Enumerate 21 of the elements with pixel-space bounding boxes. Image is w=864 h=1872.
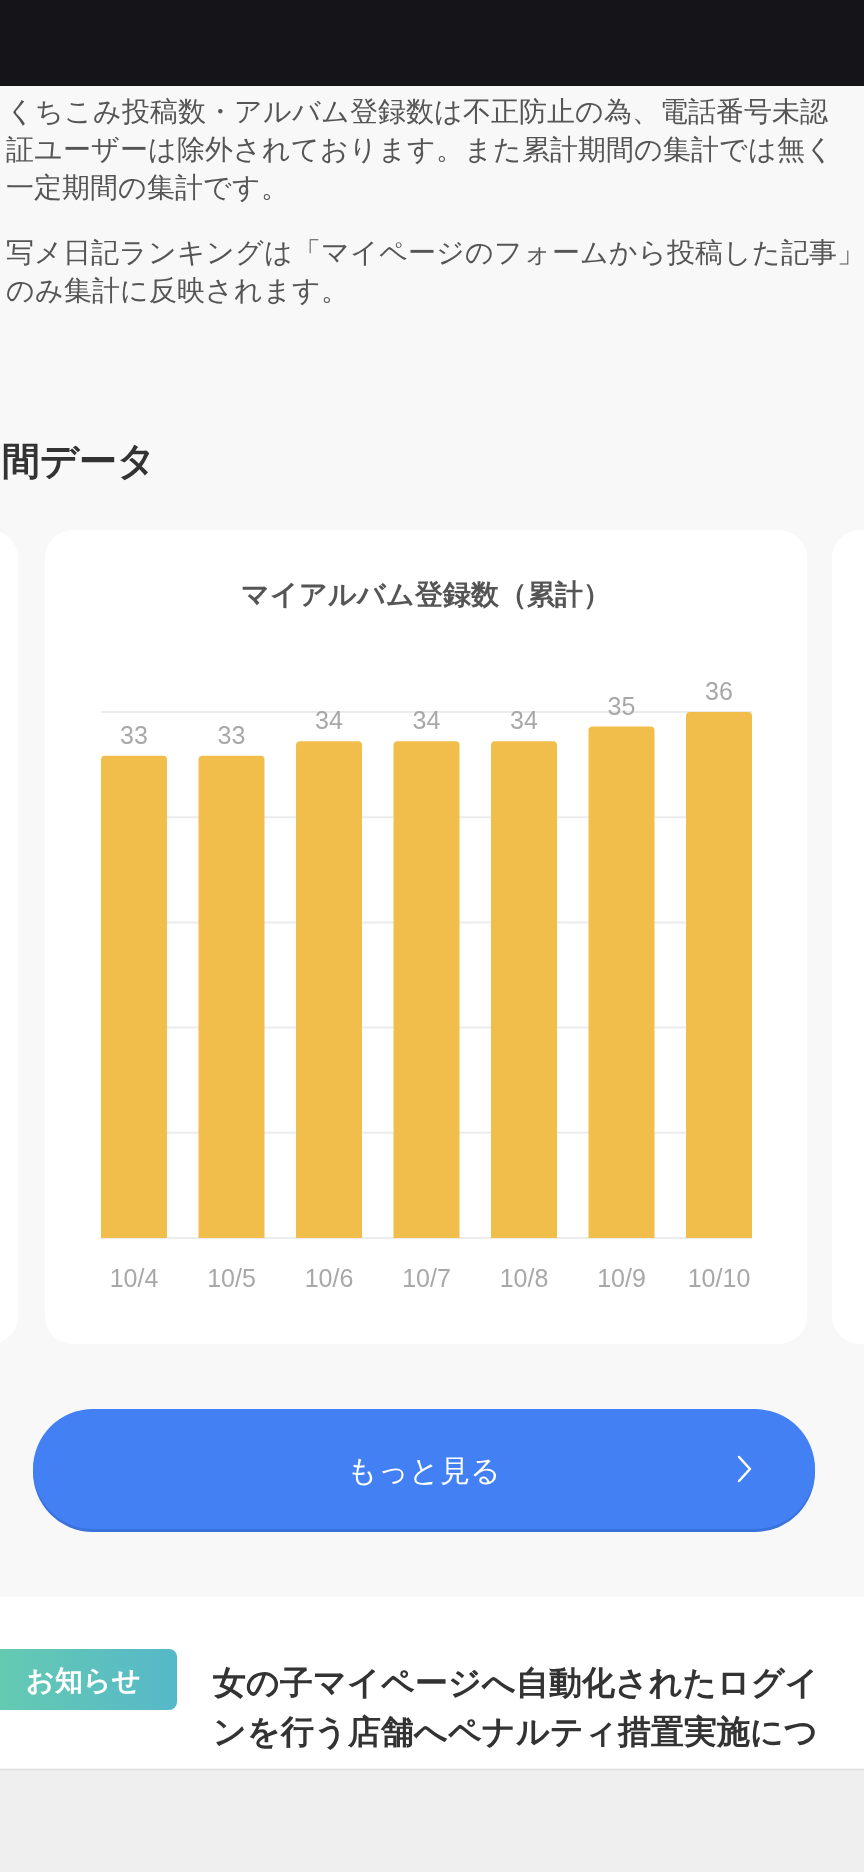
text: もっと見る bbox=[347, 1454, 501, 1487]
text: くちこみ投稿数・アルバム登録数は不正防止の為、電話番号未認証ユーザーは除外されております。また累計期間の集計では無く一定期間の集計です。 bbox=[6, 96, 834, 203]
text: 写メ日記ランキングは「マイページのフォームから投稿した記事」のみ集計に反映されます。 bbox=[6, 237, 864, 306]
x-tick-label: 10/4 bbox=[109, 1264, 159, 1292]
x-tick-label: 10/10 bbox=[687, 1264, 751, 1292]
data-label: 33 bbox=[217, 720, 246, 749]
x-tick-label: 10/8 bbox=[499, 1264, 549, 1292]
text: お知らせ bbox=[25, 1665, 141, 1696]
chart-title: マイアルバム登録数（累計） bbox=[241, 579, 611, 610]
text: 間データ bbox=[2, 440, 156, 482]
x-tick-label: 10/6 bbox=[304, 1264, 354, 1292]
data-label: 36 bbox=[705, 677, 733, 705]
x-tick-label: 10/5 bbox=[207, 1264, 256, 1292]
data-label: 34 bbox=[315, 706, 343, 735]
data-label: 34 bbox=[510, 706, 538, 735]
data-label: 34 bbox=[412, 706, 441, 735]
data-label: 33 bbox=[120, 720, 148, 749]
x-tick-label: 10/9 bbox=[597, 1264, 646, 1292]
x-tick-label: 10/7 bbox=[402, 1264, 451, 1292]
data-label: 35 bbox=[607, 691, 636, 720]
text: 女の子マイページへ自動化されたログインを行う店舗へペナルティ措置実施につ bbox=[212, 1664, 819, 1750]
